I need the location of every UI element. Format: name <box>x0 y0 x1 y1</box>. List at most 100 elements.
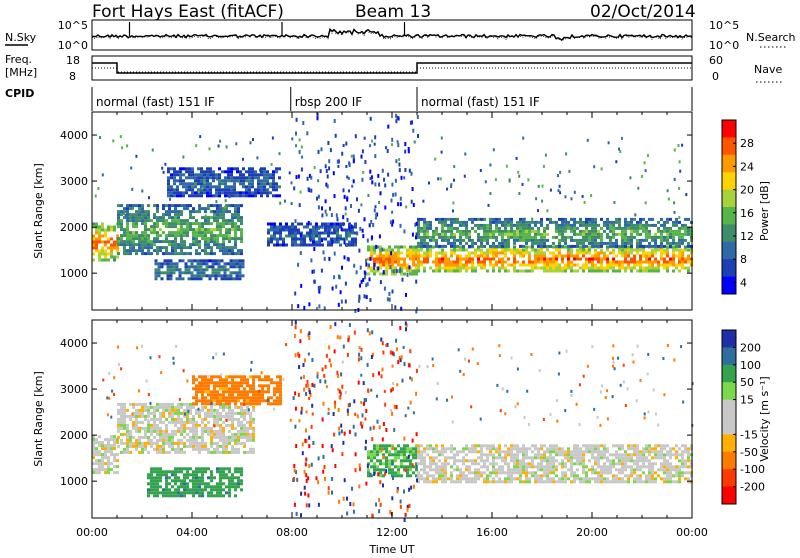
echo-cell <box>264 375 267 378</box>
echo-cell <box>242 262 245 265</box>
echo-cell <box>159 216 162 219</box>
echo-cell <box>516 270 519 273</box>
echo-cell <box>219 415 222 418</box>
echo-cell <box>117 213 120 216</box>
echo-cell <box>306 131 308 135</box>
echo-cell <box>492 221 495 224</box>
echo-cell <box>272 185 275 188</box>
echo-cell <box>138 451 141 454</box>
echo-cell <box>192 421 195 424</box>
echo-cell <box>456 245 459 248</box>
echo-cell <box>471 444 474 447</box>
echo-cell <box>231 390 234 393</box>
echo-cell <box>522 450 525 453</box>
echo-cell <box>383 270 385 274</box>
echo-cell <box>98 238 101 241</box>
echo-cell <box>429 267 432 270</box>
echo-cell <box>171 231 174 234</box>
echo-cell <box>155 271 158 274</box>
echo-cell <box>438 474 441 477</box>
echo-cell <box>141 406 144 409</box>
echo-cell <box>356 197 358 201</box>
echo-cell <box>177 479 180 482</box>
echo-cell <box>159 433 162 436</box>
echo-cell <box>104 253 107 256</box>
echo-cell <box>210 249 213 252</box>
echo-cell <box>210 204 213 207</box>
echo-cell <box>552 258 555 261</box>
echo-cell <box>182 185 185 188</box>
echo-cell <box>636 270 639 273</box>
echo-cell <box>400 459 403 462</box>
echo-cell <box>233 185 236 188</box>
echo-cell <box>294 232 297 235</box>
echo-cell <box>341 266 343 270</box>
echo-cell <box>180 451 183 454</box>
echo-cell <box>444 477 447 480</box>
echo-cell <box>438 267 441 270</box>
echo-cell <box>471 261 474 264</box>
echo-cell <box>678 187 680 190</box>
echo-cell <box>180 249 183 252</box>
echo-cell <box>231 216 234 219</box>
echo-cell <box>156 473 159 476</box>
echo-cell <box>387 173 389 177</box>
echo-cell <box>406 447 409 450</box>
echo-cell <box>144 222 147 225</box>
echo-cell <box>576 264 579 267</box>
echo-cell <box>687 242 690 245</box>
echo-cell <box>636 224 639 227</box>
echo-cell <box>141 237 144 240</box>
echo-cell <box>441 462 444 465</box>
echo-cell <box>456 258 459 261</box>
echo-cell <box>540 233 543 236</box>
echo-cell <box>513 462 516 465</box>
echo-cell <box>531 249 534 252</box>
echo-cell <box>582 255 585 258</box>
echo-cell <box>376 450 379 453</box>
echo-cell <box>651 255 654 258</box>
echo-cell <box>453 218 456 221</box>
echo-cell <box>672 255 675 258</box>
echo-cell <box>148 196 150 199</box>
echo-cell <box>294 241 297 244</box>
echo-cell <box>153 421 156 424</box>
echo-cell <box>391 453 394 456</box>
echo-cell <box>660 218 663 221</box>
echo-cell <box>549 468 552 471</box>
echo-cell <box>186 439 189 442</box>
echo-cell <box>177 252 180 255</box>
echo-cell <box>101 453 104 456</box>
echo-cell <box>327 235 330 238</box>
echo-cell <box>627 249 630 252</box>
echo-cell <box>486 459 489 462</box>
echo-cell <box>201 207 204 210</box>
echo-cell <box>367 453 370 456</box>
echo-cell <box>288 229 291 232</box>
echo-cell <box>138 442 141 445</box>
echo-cell <box>567 224 570 227</box>
echo-cell <box>388 471 391 474</box>
echo-cell <box>678 255 681 258</box>
echo-cell <box>588 230 591 233</box>
echo-cell <box>423 242 426 245</box>
echo-cell <box>222 252 225 255</box>
echo-cell <box>555 270 558 273</box>
echo-cell <box>678 252 681 255</box>
echo-cell <box>219 406 222 409</box>
echo-cell <box>576 444 579 447</box>
echo-cell <box>183 424 186 427</box>
echo-cell <box>168 225 171 228</box>
echo-cell <box>495 480 498 483</box>
echo-cell <box>233 188 236 191</box>
echo-cell <box>195 473 198 476</box>
echo-cell <box>101 229 104 232</box>
echo-cell <box>147 491 150 494</box>
echo-cell <box>230 277 233 280</box>
echo-cell <box>98 259 101 262</box>
echo-cell <box>510 221 513 224</box>
echo-cell <box>107 238 110 241</box>
echo-cell <box>120 225 123 228</box>
echo-cell <box>594 236 597 239</box>
echo-cell <box>191 170 194 173</box>
